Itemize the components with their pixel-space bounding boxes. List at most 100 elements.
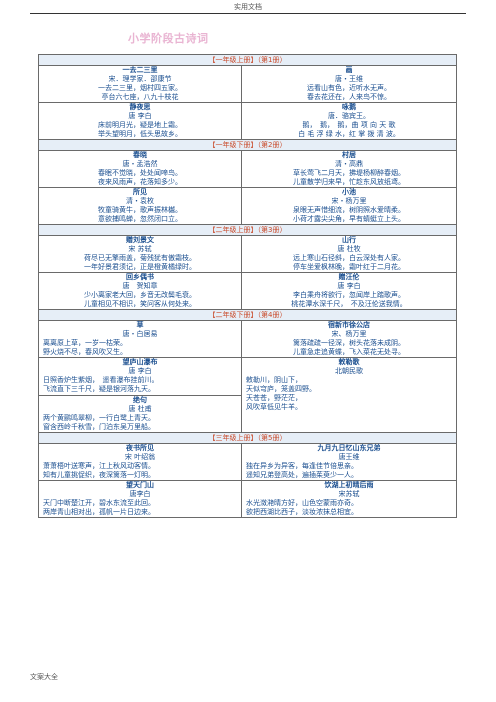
section-header-row: 【二年级上册】（第3册）: [38, 224, 457, 236]
section-header: 【一年级下册】（第2册）: [38, 139, 457, 151]
poem-line: 一去二三里，烟村四五家。: [98, 84, 182, 92]
poem-line: 少小离家老大回，乡音无改鬓毛衰。: [84, 291, 196, 299]
poem-author: 唐 杜牧: [337, 245, 361, 253]
section-header-row: 【一年级下册】（第2册）: [38, 139, 457, 151]
poem-title: 静夜思: [129, 103, 151, 111]
poem-cell: 草唐・白居易 离离原上草，一岁一枯荣。 野火烧不尽，春风吹又生。: [38, 320, 242, 358]
section-header: 【二年级上册】（第3册）: [38, 224, 457, 236]
poem-author: 唐 李白: [337, 282, 361, 290]
poem-title: 一去二三里: [122, 66, 158, 74]
poem-line: 萧萧梧叶送寒声，江上秋风动客情。: [43, 462, 155, 470]
poem-cell: 望天门山 唐李白 天门中断楚江开，碧水东流至此回。 两岸青山相对出，孤帆一片日边来。: [38, 480, 242, 518]
poem-author: 宋・杨万里: [331, 197, 367, 205]
poem-author: 唐 李白: [128, 367, 152, 375]
poem-author: 宋．理学家．邵康节: [108, 75, 172, 83]
poem-title: 望庐山瀑布: [122, 358, 158, 366]
poem-author: 唐・孟浩然: [122, 160, 158, 168]
poem-line: 天似穹庐，笼盖四野。: [246, 385, 316, 393]
poem-line: 欲把西湖比西子，淡妆浓抹总相宜。: [246, 508, 358, 516]
poem-author: 唐．骆宾王。: [328, 112, 370, 120]
section-header-row: 【一年级上册】（第1册）: [38, 54, 457, 66]
poem-line: 儿童散学归来早，忙趁东风放纸鸢。: [293, 178, 405, 186]
poem-row: 静夜思唐 李白 床前明月光，疑是地上霜。 举头望明月，低头思故乡。 咏鹅 唐．骆宾王。鹅…: [38, 102, 457, 140]
poem-title: 宿新市徐公店: [328, 321, 370, 329]
poem-line: 远上寒山石径斜，白云深处有人家。: [293, 254, 405, 262]
poem-cell: 咏鹅 唐．骆宾王。 鹅， 鹅， 鹅，曲 项 向 天 歌白 毛 浮 绿 水，红 掌 拨…: [241, 102, 457, 140]
page-footer: 文案大全: [30, 673, 58, 681]
poem-cell: 一去二三里 宋．理学家．邵康节 一去二三里，烟村四五家。 亭台六七座，八九十枝花: [38, 65, 242, 103]
poem-divider: [39, 395, 241, 396]
poem-line: 两岸青山相对出，孤帆一片日边来。: [43, 508, 155, 516]
poem-line: 一年好景君须记，正是橙黄橘绿时。: [84, 263, 196, 271]
poem-title: 赠汪伦: [338, 273, 360, 281]
poem-title: 九月九日忆山东兄弟: [317, 444, 381, 452]
page-header: 实用文档: [0, 0, 496, 16]
poem-author: 唐李白: [129, 490, 151, 498]
poem-title: 绝句: [133, 396, 147, 404]
poem-cell: 村居 清・高鼎 草长莺飞二月天，拂堤杨柳醉春烟。 儿童散学归来早，忙趁东风放纸鸢。: [241, 150, 457, 188]
poem-title: 夜书所见: [126, 444, 154, 452]
poem-line: 意欲捕鸣蝉，忽然闭口立。: [98, 215, 182, 223]
document-title: 小学阶段古诗词: [128, 32, 209, 45]
poem-author: 宋 苏轼: [128, 245, 152, 253]
poem-row: 望天门山 唐李白 天门中断楚江开，碧水东流至此回。 两岸青山相对出，孤帆一片日边来。饮…: [38, 480, 457, 518]
poem-author: 宋、杨万里: [331, 330, 367, 338]
poem-line: 荷尽已无擎雨盖，菊残犹有傲霜枝。: [84, 254, 196, 262]
poem-line: 春眠不觉晓，处处闻啼鸟。: [98, 169, 182, 177]
poem-row: 一去二三里 宋．理学家．邵康节 一去二三里，烟村四五家。 亭台六七座，八九十枝花画唐・…: [38, 65, 457, 103]
poem-title: 春晓: [133, 151, 147, 159]
poem-title: 所见: [133, 188, 147, 196]
poem-cell: 小池 宋・杨万里 泉眼无声惜细流，树阴照水爱晴柔。 小荷才露尖尖角，早有蜻蜓立上头。: [241, 187, 457, 225]
poem-cell: 夜书所见宋 叶绍翁 萧萧梧叶送寒声，江上秋风动客情。 知有儿童挑促织，夜深篱落一灯明…: [38, 443, 242, 481]
poem-title: 村居: [342, 151, 356, 159]
poem-cell: 宿新市徐公店 宋、杨万里 篱落疏疏一径深，树头花落未成阴。 儿童急走追黄蝶，飞入菜花无…: [241, 320, 457, 358]
poem-line: 天苍苍，野茫茫，: [246, 394, 302, 402]
poem-line: 草长莺飞二月天，拂堤杨柳醉春烟。: [293, 169, 405, 177]
poem-line: 小荷才露尖尖角，早有蜻蜓立上头。: [293, 215, 405, 223]
poem-author: 宋苏轼: [338, 490, 360, 498]
poem-title: 咏鹅: [342, 103, 356, 111]
poem-line: 水光潋滟晴方好，山色空蒙雨亦奇。: [246, 499, 358, 507]
poem-author: 唐 李白: [128, 112, 152, 120]
poem-row: 回乡偶书唐 贺知章 少小离家老大回，乡音无改鬓毛衰。 儿童相见不相识，笑问客从何处来…: [38, 272, 457, 310]
poem-line: 夜来风雨声，花落知多少。: [98, 178, 182, 186]
poem-line: 风吹草低见牛羊。: [246, 403, 302, 411]
poem-cell: 春晓 唐・孟浩然 春眠不觉晓，处处闻啼鸟。 夜来风雨声，花落知多少。: [38, 150, 242, 188]
poem-line: 鹅， 鹅， 鹅，曲 项 向 天 歌: [302, 121, 396, 129]
poem-cell: 望庐山瀑布唐 李白 日照香炉生紫烟， 遥看瀑布挂前川。 飞流直下三千尺，疑是银河落九…: [38, 357, 242, 433]
poem-line: 篱落疏疏一径深，树头花落未成阴。: [293, 339, 405, 347]
section-header-row: 【三年级上册】（第5册）: [38, 432, 457, 444]
poem-line: 举头望明月，低头思故乡。: [98, 130, 182, 138]
poem-line: 离离原上草，一岁一枯荣。: [43, 339, 127, 347]
section-header: 【二年级下册】（第4册）: [38, 309, 457, 321]
poem-cell: 山行唐 杜牧 远上寒山石径斜，白云深处有人家。 停车坐爱枫林晚，霜叶红于二月花。: [241, 235, 457, 273]
poem-line: 飞流直下三千尺，疑是银河落九天。: [43, 385, 155, 393]
poem-line: 床前明月光，疑是地上霜。: [98, 121, 182, 129]
poem-cell: 饮湖上初晴后雨 宋苏轼 水光潋滟晴方好，山色空蒙雨亦奇。 欲把西湖比西子，淡妆浓抹总相…: [241, 480, 457, 518]
poem-author: 清・高鼎: [335, 160, 363, 168]
poem-line: 遥知兄弟登高处，遍插茱萸少一人。: [246, 471, 358, 479]
poem-author: 唐 贺知章: [122, 282, 158, 290]
poem-cell: 画唐・王维 远看山有色，近听水无声。 春去花还在，人来鸟不惊。: [241, 65, 457, 103]
poem-title: 小池: [342, 188, 356, 196]
poem-line: 日照香炉生紫烟， 遥看瀑布挂前川。: [43, 376, 159, 384]
poem-line: 儿童急走追黄蝶，飞入菜花无处寻。: [293, 348, 405, 356]
header-text: 实用文档: [234, 3, 262, 11]
poem-line: 两个黄鹂鸣翠柳，一行白鹭上青天。: [43, 414, 155, 422]
poem-row: 草唐・白居易 离离原上草，一岁一枯荣。 野火烧不尽，春风吹又生。 宿新市徐公店 宋、杨万…: [38, 320, 457, 358]
poem-cell: 赠刘景文宋 苏轼 荷尽已无擎雨盖，菊残犹有傲霜枝。 一年好景君须记，正是橙黄橘绿时。: [38, 235, 242, 273]
poem-title: 回乡偶书: [126, 273, 154, 281]
poem-line: 敕勒川，阴山下，: [246, 376, 302, 384]
poem-line: 李白乘舟将欲行，忽闻岸上踏歌声。: [293, 291, 405, 299]
poem-author: 清・袁枚: [126, 197, 154, 205]
poem-line: 儿童相见不相识，笑问客从何处来。: [84, 300, 196, 308]
poem-row: 所见 清・袁枚 牧童骑黄牛，歌声振林樾。 意欲捕鸣蝉，忽然闭口立。 小池 宋・杨万里 泉眼无…: [38, 187, 457, 225]
poem-line: 亭台六七座，八九十枝花: [101, 93, 179, 101]
poem-author: 宋 叶绍翁: [124, 453, 156, 461]
poem-cell: 静夜思唐 李白 床前明月光，疑是地上霜。 举头望明月，低头思故乡。: [38, 102, 242, 140]
poem-line: 白 毛 浮 绿 水，红 掌 拨 清 波。: [298, 130, 400, 138]
poem-line: 独在异乡为异客，每逢佳节倍思亲。: [246, 462, 358, 470]
poem-title: 画: [345, 66, 353, 74]
poem-author: 唐 杜甫: [128, 405, 152, 413]
poem-line: 牧童骑黄牛，歌声振林樾。: [98, 206, 182, 214]
